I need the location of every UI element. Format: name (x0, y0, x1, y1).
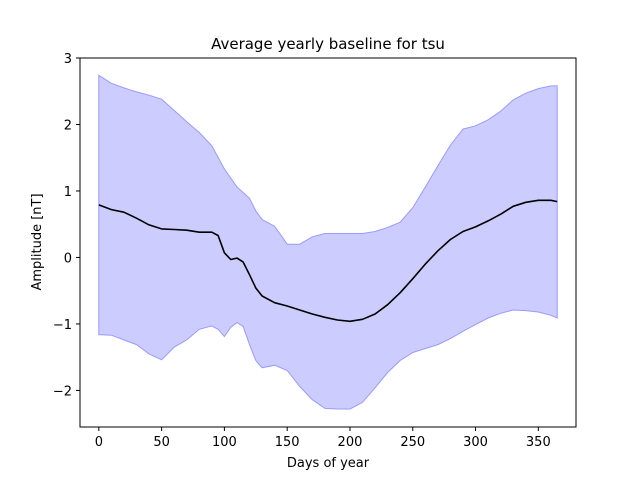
y-tick-label: 2 (64, 118, 72, 133)
x-tick-label: 200 (338, 435, 363, 450)
chart-title: Average yearly baseline for tsu (211, 35, 445, 53)
y-tick-label: 1 (64, 185, 72, 200)
y-axis-label: Amplitude [nT] (30, 193, 45, 290)
y-axis-ticks: −2 −1 0 1 2 3 (53, 52, 80, 399)
mean-series-line (98, 199, 558, 323)
y-tick-label: −2 (53, 384, 72, 399)
x-tick-label: 150 (275, 435, 300, 450)
x-tick-label: 300 (463, 435, 488, 450)
y-tick-label: 0 (64, 251, 72, 266)
x-tick-label: 0 (95, 435, 103, 450)
x-tick-label: 250 (400, 435, 425, 450)
x-tick-label: 350 (526, 435, 551, 450)
x-tick-label: 100 (212, 435, 237, 450)
y-tick-label: −1 (53, 318, 72, 333)
x-axis-label: Days of year (287, 456, 370, 471)
x-axis-ticks: 0 50 100 150 200 250 300 350 (95, 427, 551, 450)
plot-area (98, 74, 558, 410)
confidence-band (98, 74, 558, 410)
y-tick-label: 3 (64, 52, 72, 67)
x-tick-label: 50 (153, 435, 170, 450)
plot-frame (79, 57, 577, 428)
